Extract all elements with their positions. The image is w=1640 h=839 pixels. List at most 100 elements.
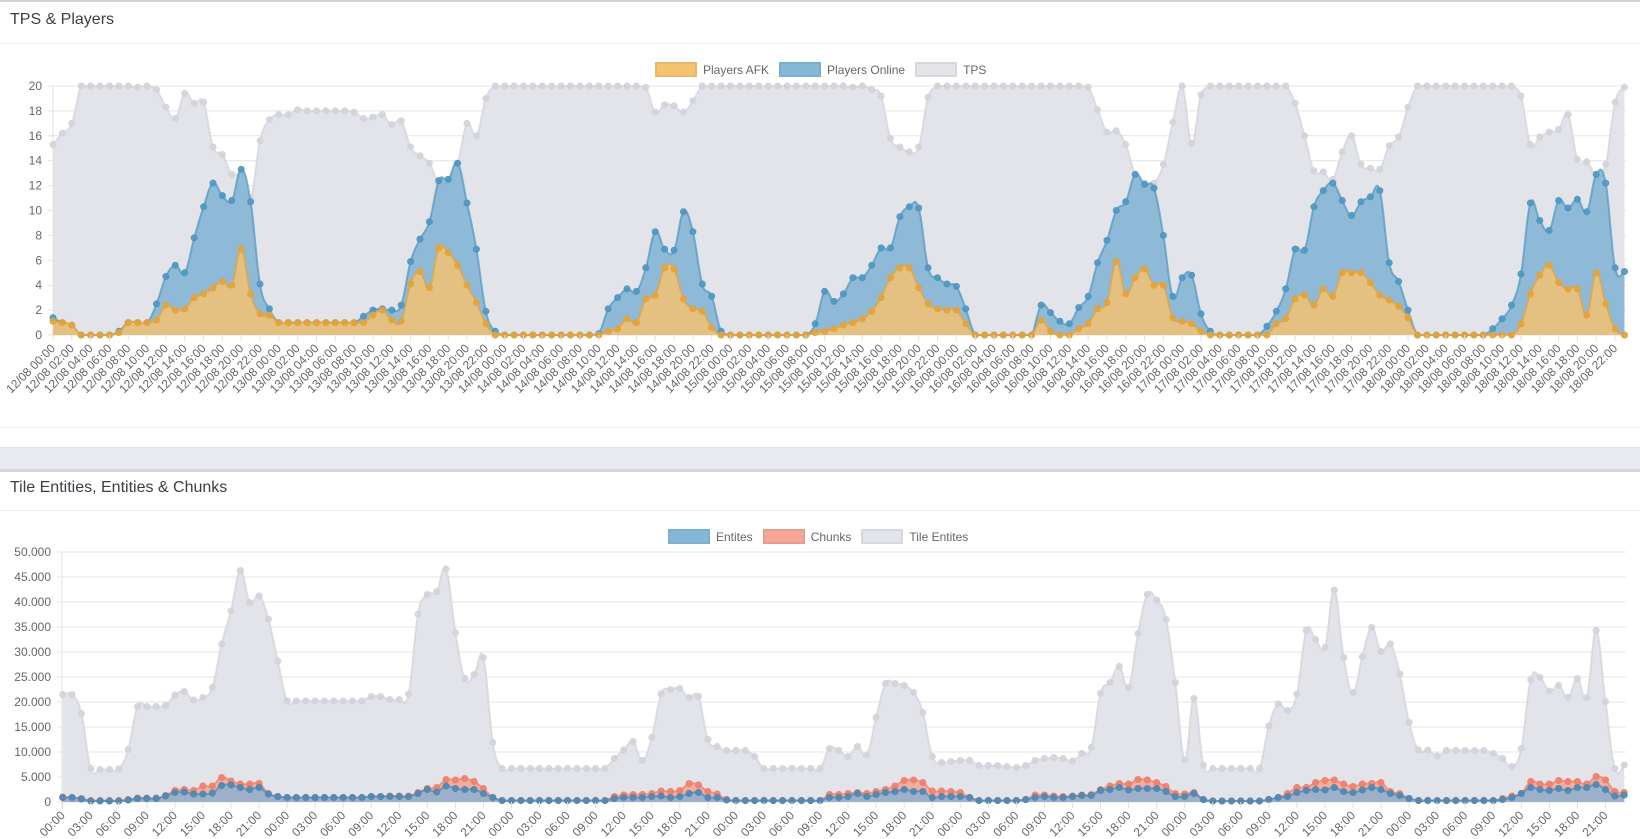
afk-point — [115, 329, 123, 336]
online-point — [397, 301, 405, 309]
tile-point — [1386, 640, 1394, 648]
online-point — [228, 197, 236, 204]
chunks-point — [1564, 778, 1572, 785]
afk-point — [378, 306, 386, 314]
entities-point — [713, 794, 721, 801]
tile-point — [723, 747, 731, 754]
online-point — [887, 244, 894, 252]
afk-point — [614, 325, 622, 333]
online-point — [1263, 322, 1271, 330]
tps-point — [463, 119, 471, 127]
online-point — [1159, 231, 1167, 239]
tile-point — [236, 567, 244, 574]
entities-point — [554, 797, 562, 804]
tile-point — [190, 696, 198, 704]
afk-point — [1526, 290, 1534, 298]
tile-point — [1321, 644, 1329, 651]
entities-point — [1452, 797, 1460, 804]
afk-point — [924, 300, 932, 308]
online-point — [689, 228, 697, 236]
entities-chunks-title: Tile Entities, Entities & Chunks — [10, 479, 228, 496]
entities-point — [517, 797, 525, 804]
tps-point — [1291, 99, 1299, 107]
afk-point — [1112, 258, 1120, 265]
afk-point — [877, 294, 885, 302]
tile-point — [1592, 627, 1600, 634]
online-point — [1602, 179, 1610, 187]
entities-point — [218, 782, 226, 789]
legend-item-tps[interactable]: TPS — [915, 62, 986, 77]
afk-point — [228, 281, 236, 289]
online-point — [934, 274, 941, 282]
tps-point — [642, 83, 650, 91]
tps-point — [538, 82, 546, 90]
x-tick-label: 06:00 — [1439, 808, 1470, 839]
legend-item-players-online[interactable]: Players Online — [779, 62, 905, 77]
online-point — [905, 203, 913, 211]
tps-point — [1272, 82, 1280, 90]
x-tick-label: 21:00 — [1579, 808, 1610, 839]
online-point — [247, 198, 255, 206]
tile-point — [573, 765, 581, 772]
tile-point — [816, 765, 824, 772]
chunks-point — [928, 787, 936, 795]
online-point — [1564, 204, 1572, 212]
chunks-point — [695, 781, 702, 789]
afk-point — [247, 290, 255, 298]
tile-point — [928, 753, 936, 760]
tps-point — [171, 114, 179, 122]
entities-point — [190, 790, 198, 798]
tps-point — [87, 82, 95, 90]
entities-point — [1330, 784, 1338, 791]
tps-point — [1122, 141, 1130, 148]
entities-point — [1087, 792, 1095, 799]
tile-point — [1508, 763, 1516, 770]
tile-point — [1499, 755, 1507, 762]
afk-point — [1545, 261, 1553, 269]
tps-point — [218, 151, 226, 158]
tps-point — [1385, 142, 1393, 150]
afk-point — [1169, 314, 1177, 322]
afk-point — [1395, 302, 1403, 310]
online-point — [614, 294, 622, 302]
online-point — [1310, 203, 1318, 211]
tps-point — [670, 102, 678, 110]
afk-point — [171, 306, 179, 314]
tile-point — [1293, 690, 1301, 698]
legend-item-players-afk[interactable]: Players AFK — [655, 62, 769, 77]
afk-point — [1122, 290, 1130, 298]
y-tick-label: 0 — [35, 328, 42, 342]
tps-point — [491, 82, 499, 90]
tps-point — [510, 82, 518, 90]
tps-point — [971, 82, 979, 90]
tile-point — [1443, 747, 1450, 754]
tile-point — [601, 765, 609, 772]
tps-point — [576, 82, 584, 90]
x-tick-label: 09:00 — [1018, 808, 1049, 839]
afk-point — [388, 316, 396, 324]
tile-point — [255, 592, 263, 600]
x-tick-label: 12:00 — [1046, 808, 1077, 839]
tps-point — [369, 113, 377, 121]
afk-point — [1357, 269, 1365, 277]
x-tick-label: 03:00 — [1187, 808, 1218, 839]
y-tick-label: 15.000 — [14, 720, 51, 734]
x-tick-label: 15:00 — [850, 808, 881, 839]
entities-point — [152, 795, 160, 802]
x-tick-label: 21:00 — [1131, 808, 1162, 839]
tile-point — [508, 765, 515, 772]
chunks-point — [910, 776, 918, 784]
tile-point — [498, 765, 506, 772]
tile-point — [395, 696, 403, 703]
afk-point — [397, 317, 405, 325]
entities-point — [751, 797, 759, 804]
entities-point — [601, 797, 609, 804]
x-tick-label: 00:00 — [485, 808, 516, 839]
tile-point — [891, 680, 899, 687]
afk-point — [1310, 301, 1318, 309]
legend-item-entities[interactable]: Entites — [668, 529, 753, 544]
entities-point — [442, 782, 450, 790]
legend-item-chunks[interactable]: Chunks — [762, 529, 851, 544]
legend-item-tile-entities[interactable]: Tile Entites — [861, 529, 968, 544]
tps-point — [981, 82, 989, 90]
